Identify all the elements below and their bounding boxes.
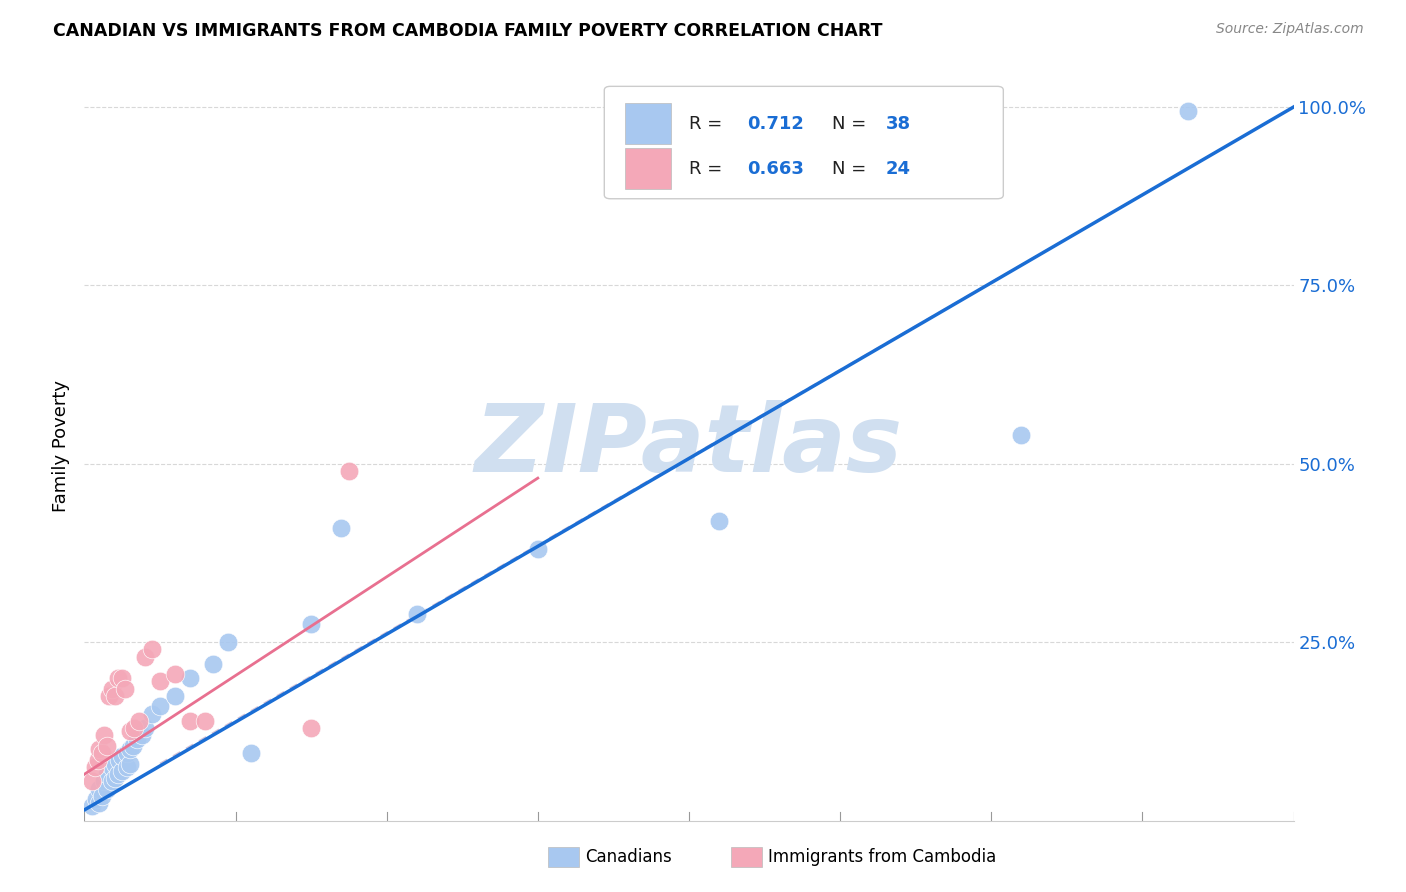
Text: R =: R = (689, 160, 728, 178)
Point (111, 749, 134, 764)
Point (91, 746, 114, 760)
Text: 38: 38 (886, 115, 911, 133)
Text: N =: N = (831, 115, 872, 133)
Point (100, 774, 122, 789)
Point (128, 714, 150, 728)
Point (104, 771, 127, 785)
Point (115, 760, 138, 774)
Point (115, 746, 138, 760)
Point (107, 671, 129, 685)
Point (93, 774, 115, 789)
Point (1177, 103, 1199, 118)
Point (80, 774, 103, 789)
Point (149, 699, 172, 714)
Point (89, 742, 111, 756)
Point (100, 760, 122, 774)
Point (84, 760, 107, 774)
Point (111, 671, 134, 685)
Point (179, 714, 201, 728)
Point (406, 607, 429, 621)
Point (201, 657, 224, 671)
Text: 24: 24 (886, 160, 911, 178)
Point (108, 753, 131, 767)
Text: 0.712: 0.712 (747, 115, 804, 133)
Point (527, 542, 550, 557)
Point (118, 756, 141, 771)
Point (96, 739, 118, 753)
Point (111, 764, 134, 778)
Point (87, 753, 110, 767)
Point (86, 792, 108, 806)
Point (165, 667, 187, 681)
Point (194, 714, 217, 728)
Point (89, 796, 111, 810)
Point (104, 756, 127, 771)
Y-axis label: Family Poverty: Family Poverty (52, 380, 70, 512)
Point (122, 721, 145, 735)
Text: Canadians: Canadians (585, 848, 672, 866)
Text: R =: R = (689, 115, 728, 133)
Point (337, 464, 360, 478)
Point (121, 739, 143, 753)
Point (239, 746, 262, 760)
Point (299, 617, 322, 632)
FancyBboxPatch shape (605, 87, 1004, 199)
Point (149, 674, 172, 689)
Text: Source: ZipAtlas.com: Source: ZipAtlas.com (1216, 22, 1364, 37)
Point (134, 721, 156, 735)
Point (141, 642, 163, 657)
Point (91, 789, 114, 803)
Point (96, 767, 118, 781)
Point (104, 689, 127, 703)
Point (330, 521, 353, 535)
Point (217, 635, 239, 649)
Point (114, 681, 136, 696)
Bar (624, 148, 671, 189)
Point (134, 649, 156, 664)
Point (100, 681, 122, 696)
Text: N =: N = (831, 160, 872, 178)
Point (709, 514, 731, 528)
Point (118, 724, 141, 739)
Bar (624, 103, 671, 145)
Text: 0.663: 0.663 (747, 160, 804, 178)
Point (179, 671, 201, 685)
Point (80, 799, 103, 814)
Point (107, 767, 129, 781)
Point (299, 721, 322, 735)
Point (131, 728, 153, 742)
Point (118, 742, 141, 756)
Point (127, 731, 149, 746)
Text: ZIPatlas: ZIPatlas (475, 400, 903, 492)
Point (141, 706, 163, 721)
Point (1011, 428, 1033, 442)
Point (93, 728, 115, 742)
Text: CANADIAN VS IMMIGRANTS FROM CAMBODIA FAMILY POVERTY CORRELATION CHART: CANADIAN VS IMMIGRANTS FROM CAMBODIA FAM… (53, 22, 883, 40)
Point (96, 781, 118, 796)
Point (97, 689, 120, 703)
Point (165, 689, 187, 703)
Point (89, 781, 111, 796)
Text: Immigrants from Cambodia: Immigrants from Cambodia (768, 848, 995, 866)
